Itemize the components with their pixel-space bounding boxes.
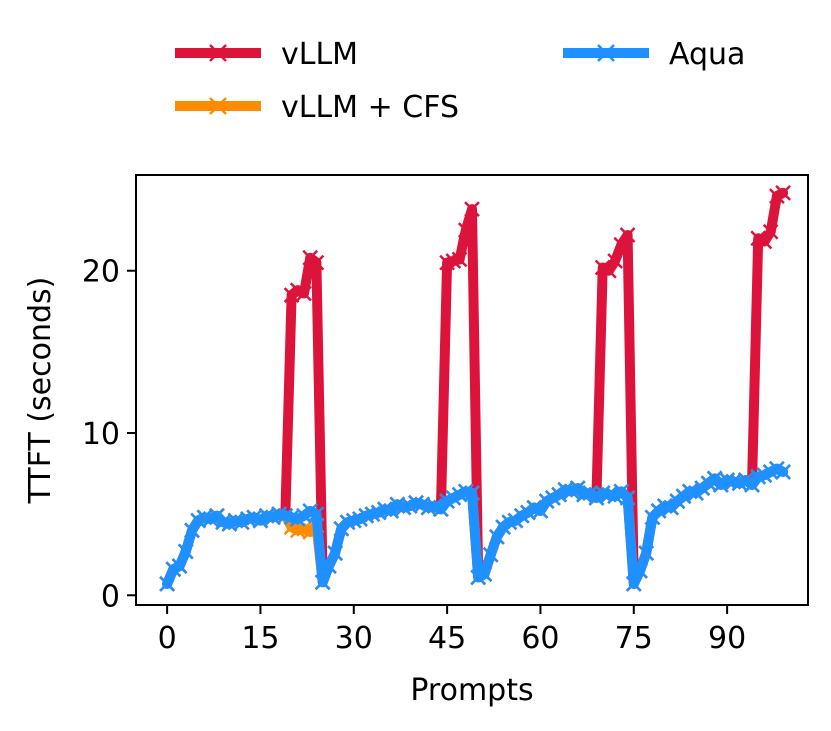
data-point	[296, 285, 312, 302]
x-tick-label: 60	[521, 621, 559, 656]
legend-label: vLLM + CFS	[281, 90, 459, 125]
data-point	[476, 566, 493, 583]
data-point	[625, 576, 642, 592]
y-tick-label: 0	[101, 579, 120, 614]
data-point	[638, 545, 655, 561]
data-point	[171, 558, 188, 574]
data-point	[464, 201, 480, 217]
x-tick-label: 15	[241, 621, 279, 656]
data-point	[744, 477, 760, 493]
data-point	[632, 563, 648, 579]
data-point	[308, 506, 325, 523]
plot-frame	[135, 174, 809, 606]
legend-label: vLLM	[281, 37, 358, 72]
data-point	[184, 522, 200, 539]
plot-marks	[159, 184, 791, 592]
legend-entry: vLLM + CFS	[175, 90, 459, 125]
legend-entry: vLLM	[175, 37, 358, 72]
series-aqua	[159, 460, 791, 592]
x-tick-label: 0	[158, 621, 177, 656]
data-point	[177, 543, 194, 560]
axes: 0 15 30 45 60 75 90 0 10 20	[82, 255, 746, 656]
legend-marker	[209, 44, 227, 62]
data-point	[489, 528, 505, 545]
data-point	[601, 262, 617, 279]
data-point	[775, 464, 791, 480]
legend-label: Aqua	[669, 37, 745, 72]
data-point	[159, 576, 175, 592]
data-point	[321, 558, 337, 574]
x-axis-label: Prompts	[410, 673, 533, 708]
legend-marker	[209, 97, 227, 115]
data-point	[775, 184, 791, 201]
x-tick-label: 30	[335, 621, 373, 656]
x-tick-label: 75	[615, 621, 653, 656]
data-point	[619, 490, 636, 506]
data-point	[457, 222, 474, 239]
data-point	[619, 227, 636, 243]
data-point	[308, 254, 325, 271]
x-tick-label: 45	[428, 621, 466, 656]
y-tick-label: 20	[82, 255, 120, 290]
data-point	[756, 233, 773, 250]
data-point	[482, 546, 499, 563]
data-point	[464, 485, 480, 501]
data-point	[433, 501, 449, 518]
data-point	[613, 236, 630, 253]
legend-entry: Aqua	[563, 37, 745, 72]
data-point	[451, 251, 468, 268]
data-point	[607, 253, 623, 269]
data-point	[327, 545, 343, 561]
y-tick-label: 10	[82, 417, 120, 452]
data-point	[762, 223, 779, 240]
data-point	[314, 574, 331, 591]
data-point	[532, 503, 549, 519]
x-tick-label: 90	[708, 621, 746, 656]
y-axis-label: TTFT (seconds)	[23, 277, 58, 505]
legend: vLLM vLLM + CFS Aqua	[175, 37, 745, 125]
legend-marker	[597, 44, 615, 62]
